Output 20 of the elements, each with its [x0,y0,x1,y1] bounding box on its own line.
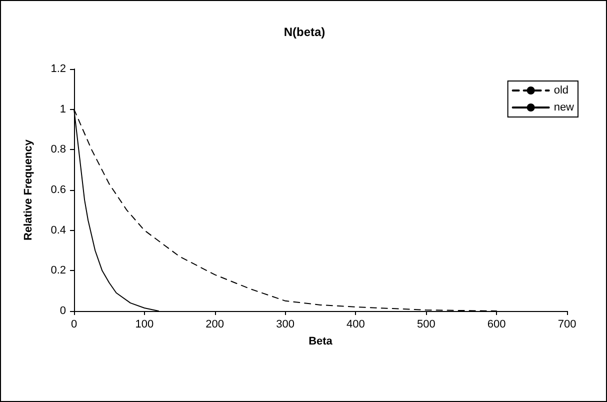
y-tick-label: 1.2 [50,63,66,75]
y-tick-label: 0 [60,305,66,317]
y-tick-label: 0.8 [50,144,66,156]
y-tick-label: 0.2 [50,264,66,277]
x-tick-label: 0 [70,318,78,330]
x-tick-label: 500 [416,318,436,330]
legend-label: new [554,102,574,114]
y-tick-label: 0.6 [50,184,66,196]
y-axis-title: Relative Frequency [22,138,34,240]
x-tick-label: 400 [346,318,365,330]
x-tick-label: 700 [558,318,576,330]
x-tick-label: 200 [206,318,224,330]
chart-title: N(beta) [284,25,326,39]
y-tick-label: 1 [60,103,66,116]
x-tick-label: 300 [276,318,294,330]
x-axis-title: Beta [308,336,334,348]
y-tick-label: 0.4 [50,224,66,236]
legend-label: old [554,84,569,96]
x-tick-label: 100 [135,318,154,330]
x-tick-label: 600 [487,318,506,330]
